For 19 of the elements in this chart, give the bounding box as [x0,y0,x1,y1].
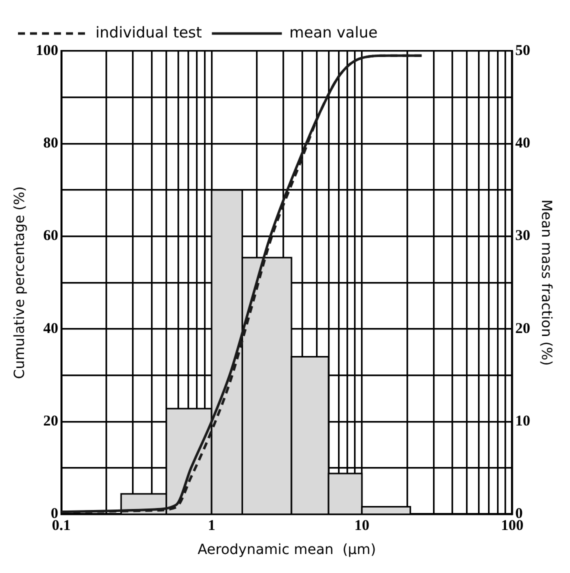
y-tick-label: 100 [36,42,58,59]
y-tick-label: 20 [43,413,58,430]
y2-tick-label: 40 [515,136,530,152]
y-tick-label: 40 [43,320,58,337]
y2-tick-label: 50 [515,42,530,59]
legend-label: mean value [289,23,378,42]
x-tick-label: 100 [500,518,524,534]
x-tick-label: 10 [354,518,370,534]
y2-tick-label: 10 [515,413,530,430]
y2-tick-label: 30 [515,228,530,244]
x-axis-title: Aerodynamic mean (µm) [198,542,376,558]
x-tick-label: 1 [208,518,216,534]
y-axis-title: Cumulative percentage (%) [12,186,28,379]
y-tick-label: 60 [43,228,58,244]
y-tick-label: 80 [43,136,58,152]
y2-tick-label: 20 [515,320,530,337]
legend-label: individual test [96,23,202,42]
y2-axis-title: Mean mass fraction (%) [538,199,554,366]
x-tick-label: 0.1 [52,518,71,534]
